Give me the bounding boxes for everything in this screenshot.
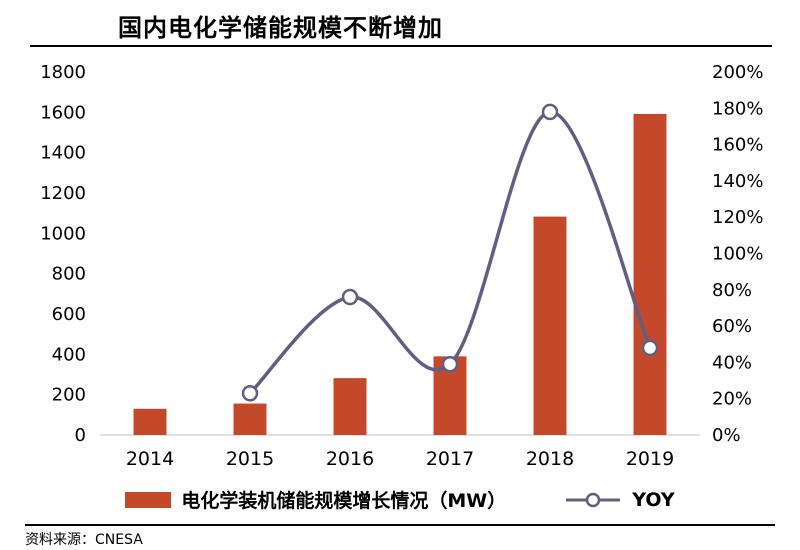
left-axis-tick: 1200 [40,183,86,204]
x-axis-label-2018: 2018 [526,448,574,470]
bar-2016 [333,378,367,435]
right-axis-tick: 160% [712,135,763,156]
yoy-legend-glyph [566,492,621,507]
right-axis-tick: 40% [712,352,752,373]
left-axis-tick: 1600 [40,102,86,123]
yoy-marker [241,385,259,402]
title-divider-line [30,45,772,47]
right-axis-tick: 140% [712,171,763,192]
x-axis-label-2017: 2017 [426,448,474,470]
x-axis-label-2016: 2016 [326,448,374,470]
left-axis-tick: 1800 [40,62,86,83]
bar-2018 [533,216,567,435]
left-axis-tick: 1400 [40,143,86,164]
yoy-marker [641,339,659,357]
bar-legend-label: 电化学装机储能规模增长情况（MW） [181,490,507,512]
left-axis-tick: 200 [52,385,86,406]
chart-area: 0 200 400 600 800 1000 1200 1400 1600 1800 0% 20% 40… [0,52,800,486]
chart-title: 国内电化学储能规模不断增加 [118,14,443,42]
right-axis-tick: 200% [712,62,763,83]
x-axis-label-2015: 2015 [226,448,274,470]
bar-2014 [133,408,167,435]
left-axis-tick: 1000 [40,223,86,244]
bar-legend-swatch [125,491,172,508]
yoy-legend-label: YOY [632,488,675,511]
left-axis-tick: 600 [52,304,86,325]
chart-canvas: 0 200 400 600 800 1000 1200 1400 1600 1800 0% 20% 40… [40,62,763,470]
right-axis-tick: 80% [712,280,752,301]
legend-item-line: YOY [564,488,675,511]
right-axis-tick: 120% [712,207,763,228]
footer-divider-line [25,524,775,526]
right-axis-tick: 0% [712,425,741,446]
left-axis-tick: 800 [52,264,86,285]
yoy-marker [341,288,359,306]
bar-2019 [633,113,667,436]
yoy-line [248,110,652,396]
chart-legend: 电化学装机储能规模增长情况（MW） YOY [0,486,800,513]
right-axis-tick: 180% [712,98,763,119]
left-axis-tick: 0 [75,425,86,446]
legend-item-bar: 电化学装机储能规模增长情况（MW） [125,486,506,513]
right-axis-tick: 100% [712,244,763,265]
yoy-legend-marker [586,492,601,507]
bar-2015 [233,403,267,435]
right-axis-tick: 20% [712,389,752,410]
yoy-marker [541,103,559,121]
x-axis-label-2014: 2014 [126,448,174,470]
right-axis-tick: 60% [712,316,752,337]
x-axis-label-2019: 2019 [626,448,674,470]
yoy-marker [441,355,459,373]
source-note: 资料来源：CNESA [25,532,143,548]
left-axis-tick: 400 [52,344,86,365]
